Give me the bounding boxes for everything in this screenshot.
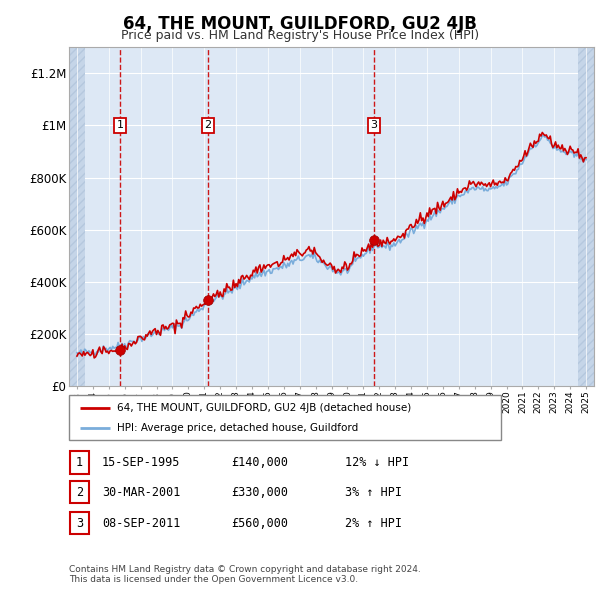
Text: 15-SEP-1995: 15-SEP-1995 [102, 456, 181, 469]
Text: 1: 1 [116, 120, 124, 130]
Text: Price paid vs. HM Land Registry's House Price Index (HPI): Price paid vs. HM Land Registry's House … [121, 30, 479, 42]
Bar [578, 47, 594, 386]
Text: 3: 3 [76, 517, 83, 530]
Text: HPI: Average price, detached house, Guildford: HPI: Average price, detached house, Guil… [116, 424, 358, 434]
Text: 2: 2 [76, 486, 83, 499]
Text: 12% ↓ HPI: 12% ↓ HPI [345, 456, 409, 469]
Text: 1: 1 [76, 456, 83, 469]
Text: 08-SEP-2011: 08-SEP-2011 [102, 517, 181, 530]
Text: 64, THE MOUNT, GUILDFORD, GU2 4JB: 64, THE MOUNT, GUILDFORD, GU2 4JB [123, 15, 477, 33]
Text: Contains HM Land Registry data © Crown copyright and database right 2024.
This d: Contains HM Land Registry data © Crown c… [69, 565, 421, 584]
Text: 3: 3 [371, 120, 377, 130]
Text: £330,000: £330,000 [231, 486, 288, 499]
Text: £560,000: £560,000 [231, 517, 288, 530]
Bar [69, 47, 85, 386]
Text: 2: 2 [205, 120, 212, 130]
Text: 3% ↑ HPI: 3% ↑ HPI [345, 486, 402, 499]
Text: 64, THE MOUNT, GUILDFORD, GU2 4JB (detached house): 64, THE MOUNT, GUILDFORD, GU2 4JB (detac… [116, 403, 411, 412]
Text: 2% ↑ HPI: 2% ↑ HPI [345, 517, 402, 530]
Text: £140,000: £140,000 [231, 456, 288, 469]
Text: 30-MAR-2001: 30-MAR-2001 [102, 486, 181, 499]
